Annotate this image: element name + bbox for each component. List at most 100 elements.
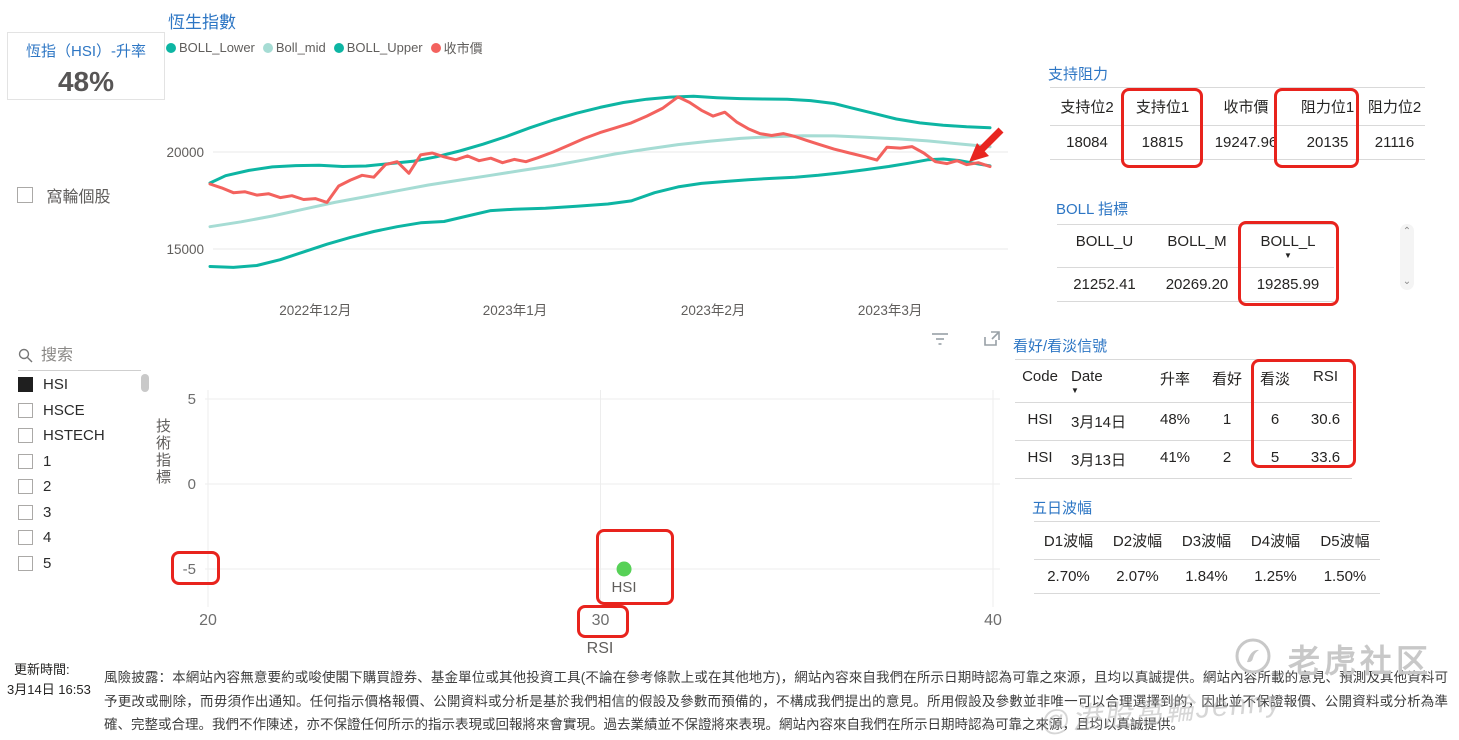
series-BOLL_Lower <box>208 157 992 269</box>
table-row[interactable]: 21252.41 20269.20 19285.99 <box>1057 268 1334 302</box>
support-resistance-title: 支持阻力 <box>1048 66 1109 83</box>
x-tick-label: 2022年12月 <box>279 303 351 318</box>
slicer-item-label: 1 <box>43 452 52 470</box>
y-tick-label: 5 <box>188 391 196 408</box>
legend-item: Boll_mid <box>262 40 326 55</box>
x-tick-label: 40 <box>984 612 1002 629</box>
y-tick-label: 15000 <box>166 242 204 257</box>
price-line-chart[interactable]: 20000 15000 2022年12月 2023年1月 2023年2月 2023年3月 <box>165 58 1025 328</box>
table-cell: 18815 <box>1141 134 1184 151</box>
column-header[interactable]: Code <box>1015 360 1065 402</box>
column-header[interactable]: 阻力位2 <box>1364 88 1425 125</box>
column-header[interactable]: D5波幅 <box>1310 522 1380 559</box>
table-cell: 20135 <box>1306 134 1349 151</box>
scroll-down-icon[interactable]: ⌄ <box>1402 276 1412 287</box>
table-row[interactable]: 18084 18815 19247.96 20135 21116 <box>1050 126 1425 160</box>
table-cell: 19285.99 <box>1256 276 1320 293</box>
chart-legend: BOLL_Lower Boll_mid BOLL_Upper 收市價 <box>166 38 491 57</box>
table-cell: 2.07% <box>1116 568 1159 585</box>
legend-item: 收市價 <box>430 38 483 57</box>
checkbox-icon[interactable] <box>18 377 33 393</box>
series-收市價 <box>208 95 992 204</box>
x-tick-label: 2023年2月 <box>681 303 746 318</box>
column-header[interactable]: Date ▼ <box>1065 360 1147 402</box>
column-header-label: D5波幅 <box>1320 533 1370 550</box>
search-input[interactable] <box>39 346 133 366</box>
y-tick-label: -5 <box>183 561 196 578</box>
legend-dot-icon <box>430 42 441 53</box>
scroll-up-icon[interactable]: ⌃ <box>1402 226 1412 237</box>
slicer-item-2[interactable]: 2 <box>18 474 148 500</box>
column-header[interactable]: D1波幅 <box>1034 522 1103 559</box>
slicer-item-4[interactable]: 4 <box>18 525 148 551</box>
checkbox-icon[interactable] <box>18 555 33 571</box>
table-cell: 3月14日 <box>1071 414 1127 431</box>
slicer-item-label: 2 <box>43 478 52 496</box>
column-header[interactable]: BOLL_L ▼ <box>1242 225 1334 267</box>
column-header[interactable]: 收市價 <box>1201 88 1291 125</box>
column-header-label: RSI <box>1312 368 1338 385</box>
column-header-label: 支持位1 <box>1135 99 1190 116</box>
slicer-item-hstech[interactable]: HSTECH <box>18 423 148 449</box>
table-row[interactable]: 2.70% 2.07% 1.84% 1.25% 1.50% <box>1034 560 1380 594</box>
warrant-stocks-checkbox[interactable]: 窩輪個股 <box>17 183 110 207</box>
column-header-label: 阻力位1 <box>1300 99 1355 116</box>
scatter-x-axis-label: RSI <box>587 640 614 657</box>
search-icon <box>18 349 33 363</box>
column-header[interactable]: D2波幅 <box>1103 522 1172 559</box>
signals-table: Code Date ▼ 升率 看好 看淡 RSI HSI 3月14日 48% 1 6 30.6 HSI 3月… <box>1015 359 1352 479</box>
checkbox-icon[interactable] <box>17 187 33 203</box>
focus-mode-icon[interactable] <box>983 330 1002 348</box>
legend-label: 收市價 <box>443 41 483 56</box>
column-header[interactable]: BOLL_M <box>1152 225 1242 267</box>
table-row[interactable]: HSI 3月13日 41% 2 5 33.6 <box>1015 441 1352 479</box>
column-header[interactable]: BOLL_U <box>1057 225 1152 267</box>
slicer-item-1[interactable]: 1 <box>18 449 148 475</box>
checkbox-icon[interactable] <box>18 453 33 469</box>
legend-label: BOLL_Lower <box>179 40 255 55</box>
column-header[interactable]: 升率 <box>1147 360 1203 402</box>
checkbox-icon[interactable] <box>18 479 33 495</box>
filter-icon[interactable] <box>930 331 950 347</box>
scatter-point-HSI[interactable] <box>616 561 632 577</box>
slicer-item-hsi[interactable]: HSI <box>18 372 148 398</box>
column-header[interactable]: 支持位2 <box>1050 88 1124 125</box>
checkbox-icon[interactable] <box>18 428 33 444</box>
table-cell: 5 <box>1270 449 1280 466</box>
column-header[interactable]: RSI <box>1299 360 1352 402</box>
checkbox-icon[interactable] <box>18 530 33 546</box>
boll-title: BOLL 指標 <box>1056 201 1128 218</box>
checkbox-icon[interactable] <box>18 504 33 520</box>
kpi-title: 恆指（HSI）-升率 <box>25 43 146 60</box>
slicer-item-5[interactable]: 5 <box>18 551 148 577</box>
column-header[interactable]: 阻力位1 <box>1291 88 1364 125</box>
checkbox-icon[interactable] <box>18 402 33 418</box>
column-header-label: BOLL_U <box>1075 233 1134 250</box>
volatility-table: D1波幅 D2波幅 D3波幅 D4波幅 D5波幅 2.70% 2.07% 1.84% 1.25%… <box>1034 521 1380 594</box>
column-header-label: D4波幅 <box>1250 533 1301 550</box>
column-header-label: 阻力位2 <box>1367 99 1422 116</box>
slicer-item-label: HSTECH <box>43 427 105 445</box>
slicer-item-3[interactable]: 3 <box>18 500 148 526</box>
column-header-label: 支持位2 <box>1060 99 1114 116</box>
column-header[interactable]: D3波幅 <box>1172 522 1241 559</box>
kpi-value: 48% <box>57 66 115 97</box>
technical-scatter-chart[interactable]: 5 0 -5 20 30 40 HSI RSI <box>150 365 1050 665</box>
tiger-logo-icon <box>1235 638 1271 674</box>
column-header[interactable]: D4波幅 <box>1241 522 1310 559</box>
table-header-row: D1波幅 D2波幅 D3波幅 D4波幅 D5波幅 <box>1034 522 1380 560</box>
table-cell: 1 <box>1222 411 1232 428</box>
legend-item: BOLL_Upper <box>333 40 423 55</box>
column-header[interactable]: 支持位1 <box>1124 88 1201 125</box>
column-header[interactable]: 看淡 <box>1251 360 1299 402</box>
column-header[interactable]: 看好 <box>1203 360 1251 402</box>
slicer-item-label: HSI <box>43 376 69 394</box>
volatility-title: 五日波幅 <box>1032 500 1093 517</box>
slicer-scrollbar[interactable] <box>141 374 149 392</box>
trend-arrow-annotation <box>969 127 1004 162</box>
slicer-item-hsce[interactable]: HSCE <box>18 398 148 424</box>
table-row[interactable]: HSI 3月14日 48% 1 6 30.6 <box>1015 403 1352 441</box>
boll-table-scrollbar[interactable]: ⌃ ⌄ <box>1400 224 1414 290</box>
table-cell: 20269.20 <box>1165 276 1229 293</box>
